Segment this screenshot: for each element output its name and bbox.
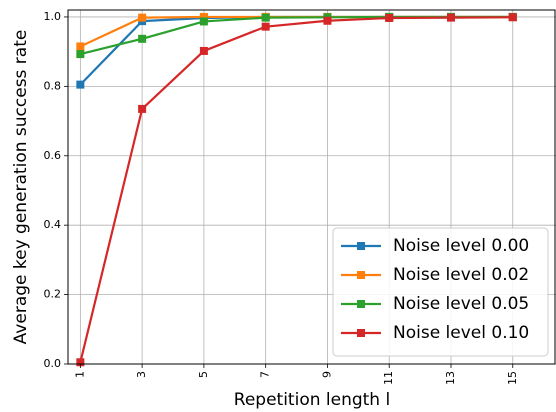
x-tick-label: 11 [382,371,395,385]
data-point [200,47,208,55]
data-point [200,17,208,25]
y-axis: 0.0 0.2 0.4 0.6 0.8 1.0 [44,10,69,370]
x-tick-label: 13 [444,371,457,385]
y-tick-label: 0.6 [44,149,62,162]
x-tick-label: 3 [135,371,148,378]
data-point [323,17,331,25]
y-tick-label: 0.2 [44,288,62,301]
data-point [76,42,84,50]
legend-marker [357,300,365,308]
legend: Noise level 0.00 Noise level 0.02 Noise le… [333,228,548,356]
y-tick-label: 1.0 [44,10,62,23]
x-axis-title: Repetition length l [234,390,390,410]
data-point [509,13,517,21]
y-axis-title: Average key generation success rate [11,30,31,345]
legend-marker [357,242,365,250]
legend-marker [357,329,365,337]
data-point [138,35,146,43]
data-point [76,81,84,89]
x-tick-label: 7 [259,371,272,378]
y-tick-label: 0.8 [44,79,62,92]
x-axis: 1 3 5 7 9 11 13 15 [73,364,518,385]
y-tick-label: 0.4 [44,218,62,231]
data-point [138,14,146,22]
data-point [138,105,146,113]
legend-label: Noise level 0.00 [393,236,529,256]
data-point [385,14,393,22]
legend-label: Noise level 0.02 [393,265,529,285]
x-tick-label: 1 [73,371,86,378]
x-tick-label: 15 [506,371,519,385]
legend-label: Noise level 0.10 [393,323,529,343]
legend-label: Noise level 0.05 [393,294,529,314]
data-point [262,23,270,31]
x-tick-label: 9 [320,371,333,378]
data-point [76,50,84,58]
x-tick-label: 5 [197,371,210,378]
series-line [80,17,512,85]
data-point [262,14,270,22]
legend-marker [357,271,365,279]
data-point [447,14,455,22]
y-tick-label: 0.0 [44,357,62,370]
